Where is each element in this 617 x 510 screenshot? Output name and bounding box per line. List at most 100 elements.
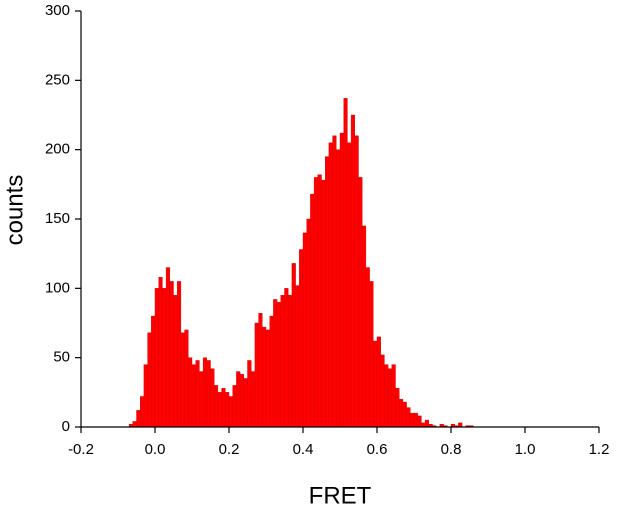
bar xyxy=(228,396,233,428)
bar xyxy=(321,179,326,428)
bar xyxy=(280,295,285,428)
bar xyxy=(199,371,204,428)
y-tick-label: 300 xyxy=(45,2,70,19)
bar xyxy=(173,295,178,428)
bar xyxy=(421,422,426,428)
bar xyxy=(306,218,311,428)
bar xyxy=(180,332,185,428)
bar xyxy=(391,364,396,428)
bar xyxy=(247,360,252,428)
bar xyxy=(169,281,174,428)
x-tick-label: 0.6 xyxy=(367,441,388,458)
bar xyxy=(317,174,322,428)
bar xyxy=(310,193,315,428)
bar xyxy=(424,419,430,428)
bar xyxy=(262,326,267,428)
x-tick-label: 0.4 xyxy=(293,441,314,458)
bar xyxy=(195,360,200,428)
bar xyxy=(276,302,282,428)
bar xyxy=(410,412,415,428)
bar xyxy=(258,313,263,428)
bar xyxy=(417,415,422,428)
bar xyxy=(399,399,404,428)
x-tick-label: 1.2 xyxy=(589,441,610,458)
bar xyxy=(380,354,385,428)
bar xyxy=(132,421,137,428)
y-tick-label: 100 xyxy=(45,279,70,296)
bar xyxy=(387,368,393,428)
bar xyxy=(265,329,270,428)
bar xyxy=(458,422,463,428)
bar xyxy=(232,385,237,428)
bar xyxy=(158,277,163,428)
x-tick-label: -0.2 xyxy=(68,441,94,458)
bar xyxy=(217,392,222,428)
bar xyxy=(136,410,141,428)
bar xyxy=(202,357,208,428)
bar xyxy=(369,281,374,428)
x-tick-label: 0.0 xyxy=(145,441,166,458)
bar xyxy=(176,281,182,428)
bar xyxy=(343,98,348,428)
bar xyxy=(395,387,400,428)
bar xyxy=(284,288,289,428)
bar xyxy=(236,371,241,428)
y-tick-label: 150 xyxy=(45,210,70,227)
bar xyxy=(413,412,418,428)
bar xyxy=(295,285,300,428)
bar xyxy=(254,322,259,428)
bar xyxy=(288,295,293,428)
bar xyxy=(191,364,196,428)
y-tick-label: 250 xyxy=(45,71,70,88)
x-tick-label: 0.8 xyxy=(441,441,462,458)
bar xyxy=(206,360,211,428)
bar xyxy=(250,371,256,428)
bar xyxy=(362,225,367,428)
bar xyxy=(328,142,333,428)
bar xyxy=(350,114,356,428)
bar xyxy=(325,156,330,428)
bar xyxy=(139,396,145,428)
bar xyxy=(273,299,278,428)
bar xyxy=(354,135,359,428)
bar xyxy=(347,142,352,428)
bar xyxy=(147,332,152,428)
bar xyxy=(154,288,159,428)
bar xyxy=(384,364,389,428)
bar xyxy=(332,135,337,428)
bar xyxy=(358,177,363,428)
bar xyxy=(221,387,226,428)
y-tick-label: 0 xyxy=(62,418,70,435)
bar xyxy=(162,288,167,428)
bar xyxy=(339,132,344,428)
x-tick-label: 0.2 xyxy=(219,441,240,458)
bar xyxy=(299,249,304,428)
bar xyxy=(165,267,171,428)
bar xyxy=(402,401,407,428)
bar xyxy=(239,374,245,428)
y-tick-label: 50 xyxy=(53,349,70,366)
y-axis-title: counts xyxy=(1,175,28,246)
bar xyxy=(302,232,307,428)
bar xyxy=(210,368,215,428)
bar xyxy=(376,336,381,428)
bar xyxy=(243,378,248,428)
bar xyxy=(313,177,319,428)
bar xyxy=(213,385,219,428)
bar xyxy=(188,357,193,428)
bar xyxy=(291,263,296,428)
bar xyxy=(336,149,341,428)
bar xyxy=(184,329,189,428)
x-axis-title: FRET xyxy=(309,482,372,509)
bar xyxy=(151,315,156,428)
x-tick-label: 1.0 xyxy=(515,441,536,458)
bar xyxy=(365,267,370,428)
y-tick-label: 200 xyxy=(45,141,70,158)
bar xyxy=(269,315,274,428)
bar xyxy=(225,392,230,428)
bar xyxy=(406,407,411,428)
bar xyxy=(143,364,148,428)
bar xyxy=(373,340,378,428)
